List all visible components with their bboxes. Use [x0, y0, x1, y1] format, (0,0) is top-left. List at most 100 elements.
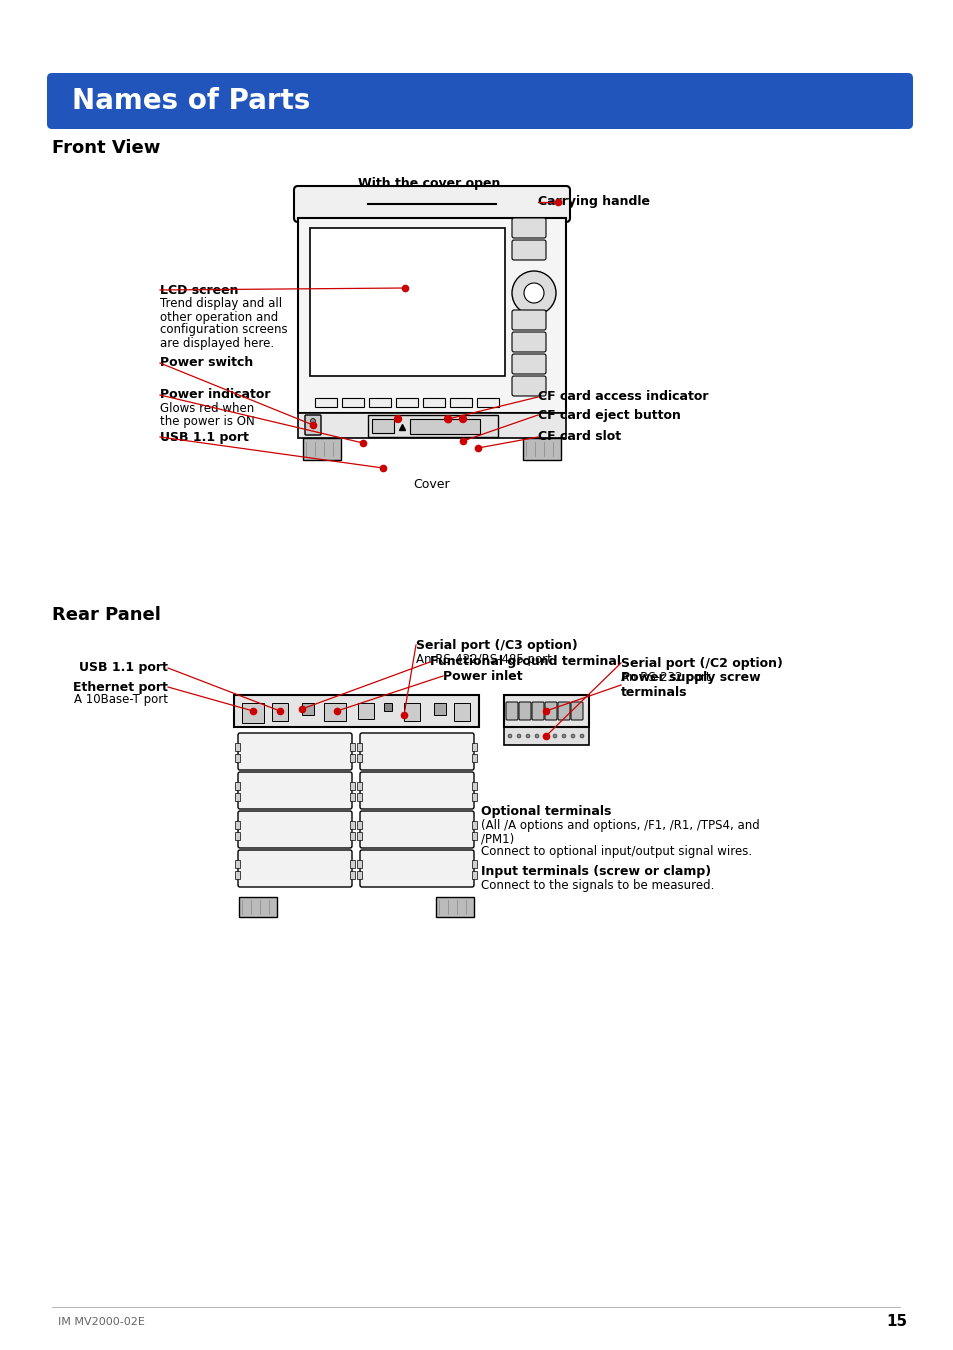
Text: Power switch: Power switch — [160, 356, 253, 370]
Text: IM MV2000-02E: IM MV2000-02E — [58, 1318, 145, 1327]
Bar — [350, 743, 355, 751]
Bar — [476, 398, 498, 406]
Bar — [314, 398, 336, 406]
Text: Cover: Cover — [414, 478, 450, 491]
Text: CF card eject button: CF card eject button — [537, 409, 680, 421]
Bar — [434, 703, 446, 716]
Bar — [472, 832, 476, 840]
Text: Serial port (/C2 option): Serial port (/C2 option) — [620, 656, 782, 670]
Bar — [356, 782, 361, 790]
Bar — [356, 743, 361, 751]
Bar — [303, 437, 340, 460]
Text: Power inlet: Power inlet — [442, 670, 522, 683]
FancyBboxPatch shape — [359, 772, 474, 809]
FancyBboxPatch shape — [512, 332, 545, 352]
FancyBboxPatch shape — [47, 73, 912, 130]
Text: are displayed here.: are displayed here. — [160, 336, 274, 350]
Bar — [234, 755, 240, 761]
Text: Optional terminals: Optional terminals — [480, 806, 611, 818]
Text: Connect to the signals to be measured.: Connect to the signals to be measured. — [480, 879, 714, 891]
Text: A 10Base-T port: A 10Base-T port — [74, 694, 168, 706]
Bar — [384, 703, 392, 711]
FancyBboxPatch shape — [571, 702, 582, 720]
FancyBboxPatch shape — [532, 702, 543, 720]
Circle shape — [543, 734, 547, 738]
Circle shape — [525, 734, 530, 738]
Circle shape — [571, 734, 575, 738]
Bar — [472, 792, 476, 801]
Text: LCD screen: LCD screen — [160, 284, 238, 297]
Circle shape — [517, 734, 520, 738]
Text: CF card access indicator: CF card access indicator — [537, 390, 708, 404]
Bar — [454, 703, 470, 721]
Text: Glows red when: Glows red when — [160, 402, 254, 416]
Bar — [297, 217, 565, 413]
FancyBboxPatch shape — [518, 702, 531, 720]
Bar — [350, 860, 355, 868]
Bar — [472, 782, 476, 790]
Bar — [272, 703, 288, 721]
Circle shape — [310, 418, 315, 424]
Circle shape — [561, 734, 565, 738]
Bar — [472, 755, 476, 761]
Bar — [356, 821, 361, 829]
Circle shape — [507, 734, 512, 738]
Bar — [403, 703, 419, 721]
Text: CF card slot: CF card slot — [537, 431, 620, 444]
Bar — [410, 418, 479, 433]
Text: An RS-232 port: An RS-232 port — [620, 671, 710, 683]
FancyBboxPatch shape — [294, 186, 569, 221]
Bar — [350, 832, 355, 840]
Text: Serial port (/C3 option): Serial port (/C3 option) — [416, 639, 578, 652]
Bar — [234, 871, 240, 879]
Text: Connect to optional input/output signal wires.: Connect to optional input/output signal … — [480, 845, 751, 859]
Bar — [350, 782, 355, 790]
Circle shape — [535, 734, 538, 738]
Bar — [356, 871, 361, 879]
Circle shape — [459, 416, 466, 423]
Circle shape — [444, 416, 451, 423]
Circle shape — [395, 416, 401, 423]
Text: the power is ON: the power is ON — [160, 416, 254, 428]
Bar — [341, 398, 364, 406]
FancyBboxPatch shape — [359, 811, 474, 848]
Text: Functional ground terminal: Functional ground terminal — [430, 656, 620, 668]
Text: USB 1.1 port: USB 1.1 port — [160, 431, 249, 444]
Bar — [239, 896, 276, 917]
Bar — [350, 755, 355, 761]
Text: Ethernet port: Ethernet port — [73, 680, 168, 694]
FancyBboxPatch shape — [512, 354, 545, 374]
Text: (All /A options and options, /F1, /R1, /TPS4, and: (All /A options and options, /F1, /R1, /… — [480, 819, 759, 833]
Bar — [368, 414, 497, 437]
FancyBboxPatch shape — [512, 240, 545, 261]
Bar — [234, 832, 240, 840]
Bar — [472, 743, 476, 751]
FancyBboxPatch shape — [359, 850, 474, 887]
Bar — [372, 418, 394, 433]
Bar — [472, 871, 476, 879]
Bar — [234, 860, 240, 868]
Bar — [522, 437, 560, 460]
Text: configuration screens: configuration screens — [160, 324, 287, 336]
Bar — [350, 871, 355, 879]
Text: USB 1.1 port: USB 1.1 port — [79, 662, 168, 675]
Bar — [297, 413, 565, 437]
Bar — [472, 860, 476, 868]
Bar — [310, 228, 504, 377]
Bar — [436, 896, 474, 917]
Text: Names of Parts: Names of Parts — [71, 86, 310, 115]
Text: 15: 15 — [885, 1315, 906, 1330]
Bar — [356, 860, 361, 868]
Bar — [234, 743, 240, 751]
Bar — [369, 398, 391, 406]
FancyBboxPatch shape — [544, 702, 557, 720]
FancyBboxPatch shape — [359, 733, 474, 770]
Bar — [450, 398, 472, 406]
Text: Input terminals (screw or clamp): Input terminals (screw or clamp) — [480, 865, 710, 879]
Bar — [357, 703, 374, 720]
Text: Power supply screw
terminals: Power supply screw terminals — [620, 671, 760, 699]
Bar — [234, 782, 240, 790]
Bar — [356, 755, 361, 761]
Text: Rear Panel: Rear Panel — [52, 606, 161, 624]
Circle shape — [553, 734, 557, 738]
